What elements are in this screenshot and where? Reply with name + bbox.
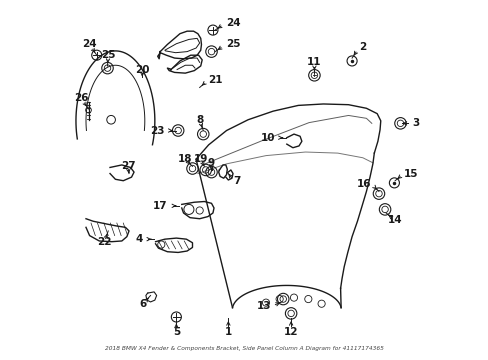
Text: 3: 3 bbox=[411, 118, 419, 128]
Text: 21: 21 bbox=[207, 75, 222, 85]
Text: 19: 19 bbox=[193, 154, 207, 164]
Text: 9: 9 bbox=[207, 158, 215, 168]
Text: 14: 14 bbox=[387, 215, 402, 225]
Text: 2018 BMW X4 Fender & Components Bracket, Side Panel Column A Diagram for 4111717: 2018 BMW X4 Fender & Components Bracket,… bbox=[105, 346, 383, 351]
Text: 20: 20 bbox=[135, 64, 149, 75]
Text: 27: 27 bbox=[121, 161, 135, 171]
Text: 18: 18 bbox=[178, 154, 192, 164]
Text: 15: 15 bbox=[403, 168, 418, 179]
Text: 25: 25 bbox=[101, 50, 115, 60]
Text: 2: 2 bbox=[359, 42, 366, 52]
Text: 5: 5 bbox=[172, 327, 180, 337]
Text: 24: 24 bbox=[225, 18, 240, 28]
Text: 26: 26 bbox=[74, 93, 88, 103]
Text: 13: 13 bbox=[256, 301, 271, 311]
Text: 22: 22 bbox=[97, 237, 112, 247]
Text: 25: 25 bbox=[225, 40, 240, 49]
Text: 1: 1 bbox=[224, 327, 231, 337]
Text: 11: 11 bbox=[306, 57, 321, 67]
Text: 4: 4 bbox=[136, 234, 143, 244]
Text: 12: 12 bbox=[284, 327, 298, 337]
Text: 7: 7 bbox=[233, 176, 241, 186]
Text: 8: 8 bbox=[196, 115, 203, 125]
Text: 10: 10 bbox=[260, 133, 274, 143]
Text: 6: 6 bbox=[140, 299, 147, 309]
Text: 16: 16 bbox=[357, 179, 371, 189]
Text: 17: 17 bbox=[152, 201, 167, 211]
Text: 23: 23 bbox=[150, 126, 164, 135]
Text: 24: 24 bbox=[82, 40, 97, 49]
